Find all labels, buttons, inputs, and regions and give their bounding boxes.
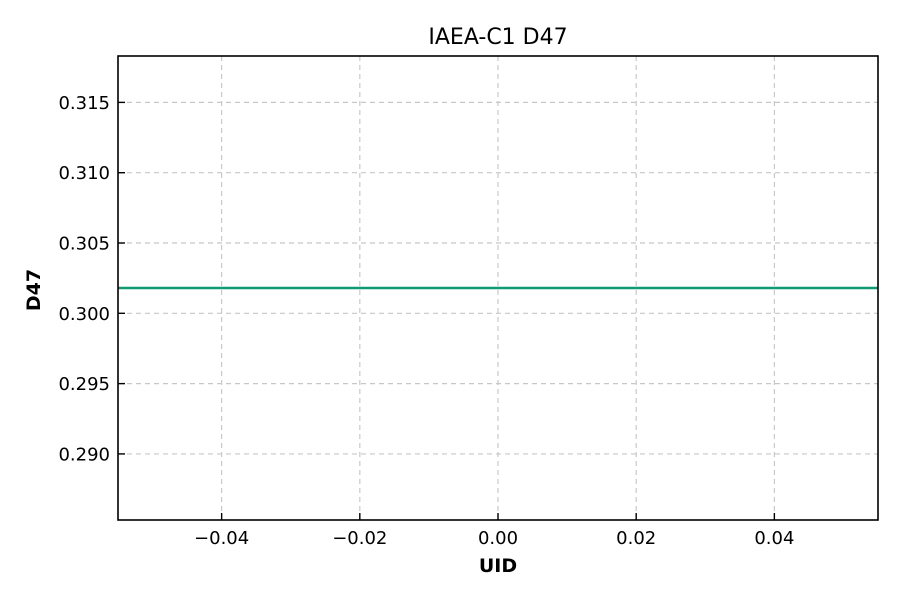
y-tick-label: 0.315	[58, 93, 110, 114]
y-tick-label: 0.300	[58, 304, 110, 325]
y-tick-label: 0.310	[58, 163, 110, 184]
x-tick-label: 0.00	[478, 528, 518, 549]
y-axis-label: D47	[23, 269, 45, 311]
x-tick-label: 0.02	[616, 528, 656, 549]
x-axis-label: UID	[479, 555, 517, 577]
y-tick-label: 0.290	[58, 444, 110, 465]
y-tick-label: 0.305	[58, 234, 110, 255]
ticks: −0.04 −0.02 0.00 0.02 0.04 0.290 0.295 0.300 0.3…	[58, 93, 794, 549]
x-tick-label: 0.04	[754, 528, 794, 549]
x-tick-label: −0.04	[194, 528, 249, 549]
x-tick-label: −0.02	[332, 528, 387, 549]
grid	[118, 56, 878, 520]
chart-title: IAEA-C1 D47	[428, 25, 567, 50]
y-tick-label: 0.295	[58, 374, 110, 395]
